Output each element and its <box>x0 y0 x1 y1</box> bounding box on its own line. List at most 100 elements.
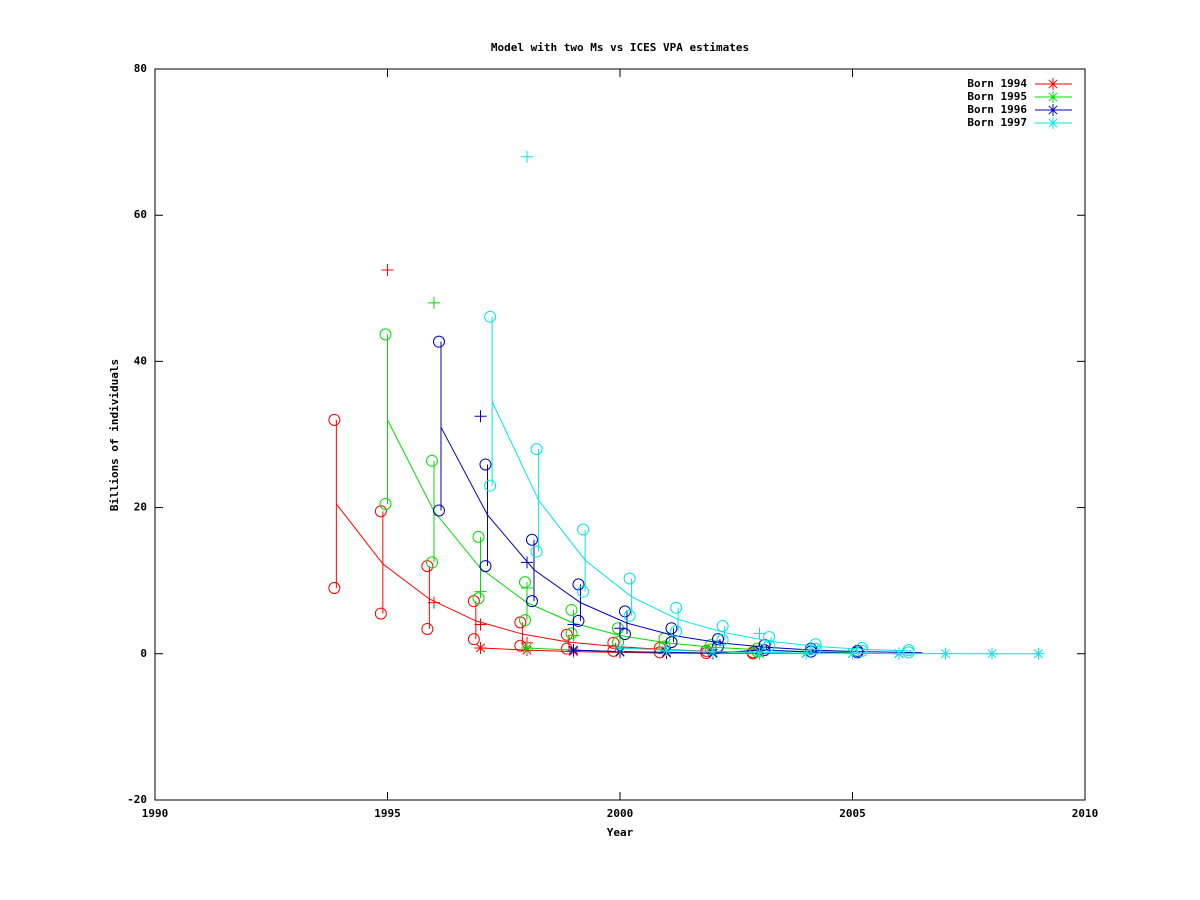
range-low <box>421 622 434 635</box>
range-low <box>514 639 527 652</box>
range-high <box>426 454 438 467</box>
range-low <box>572 614 585 627</box>
vpa-marker <box>521 150 533 163</box>
point-marker <box>846 647 859 660</box>
range-low <box>519 614 531 627</box>
vpa-marker <box>428 296 440 309</box>
point-marker <box>474 641 487 654</box>
point-marker <box>893 647 905 660</box>
range-high <box>623 572 636 585</box>
vpa-marker <box>521 556 533 569</box>
range-low <box>716 633 729 646</box>
point-marker <box>521 641 533 654</box>
legend-marker <box>1047 117 1059 129</box>
y-axis-label: Billions of individuals <box>108 359 121 511</box>
model-line <box>491 401 911 652</box>
range-high <box>607 636 620 649</box>
range-low <box>379 497 392 510</box>
range-low <box>484 479 497 492</box>
range-low <box>618 628 631 641</box>
plot-frame <box>154 68 1086 801</box>
x-tick-label: 2010 <box>1072 807 1099 820</box>
vpa-marker <box>381 264 394 277</box>
range-low <box>525 595 538 608</box>
vpa-marker <box>521 582 533 595</box>
range-low <box>577 585 590 598</box>
range-low <box>426 556 438 569</box>
point-marker <box>986 647 998 660</box>
y-tick-label: -20 <box>127 793 147 806</box>
range-high <box>716 620 729 633</box>
range-high <box>577 523 590 536</box>
range-high <box>530 443 543 456</box>
range-low <box>328 582 341 595</box>
range-low <box>565 627 578 640</box>
range-high <box>479 458 492 471</box>
range-high <box>809 638 822 651</box>
range-low <box>856 644 869 657</box>
legend-marker <box>1047 104 1059 116</box>
x-tick-label: 1990 <box>142 807 169 820</box>
range-high <box>432 335 445 348</box>
model-line <box>440 426 923 654</box>
vpa-marker <box>428 596 440 609</box>
legend-label: Born 1994 <box>967 77 1027 90</box>
x-tick-label: 2005 <box>839 807 866 820</box>
vpa-marker <box>474 585 487 598</box>
points-line <box>619 647 1039 655</box>
vpa-marker <box>474 410 487 423</box>
y-tick-label: 20 <box>134 501 147 514</box>
model-line <box>335 503 802 654</box>
range-high <box>328 413 341 426</box>
chart-title: Model with two Ms vs ICES VPA estimates <box>491 41 749 54</box>
legend-label: Born 1997 <box>967 116 1027 129</box>
x-axis-label: Year <box>607 826 634 839</box>
range-low <box>763 639 776 652</box>
range-high <box>472 530 485 543</box>
point-marker <box>567 644 580 657</box>
range-high <box>618 605 631 618</box>
range-low <box>530 545 543 558</box>
vpa-marker <box>753 627 766 640</box>
range-high <box>763 630 776 643</box>
point-marker <box>614 641 626 654</box>
range-high <box>560 628 573 641</box>
range-low <box>670 625 683 638</box>
range-high <box>525 533 538 546</box>
legend-label: Born 1995 <box>967 90 1027 103</box>
point-marker <box>800 647 812 660</box>
point-marker <box>753 646 766 659</box>
vpa-marker <box>614 622 626 635</box>
range-low <box>809 642 822 655</box>
range-high <box>421 560 434 573</box>
y-tick-label: 40 <box>134 354 147 367</box>
vpa-marker <box>567 618 580 631</box>
range-high <box>804 642 817 655</box>
legend-marker <box>1047 78 1059 90</box>
range-low <box>623 609 636 622</box>
x-tick-label: 2000 <box>607 807 634 820</box>
y-tick-label: 0 <box>140 647 147 660</box>
point-marker <box>660 644 673 657</box>
range-low <box>902 646 915 659</box>
range-high <box>711 633 724 646</box>
range-low <box>432 504 445 517</box>
range-low <box>665 636 678 649</box>
range-high <box>379 328 392 341</box>
range-high <box>670 601 683 614</box>
point-marker <box>939 647 952 660</box>
y-tick-label: 80 <box>134 62 147 75</box>
y-tick-label: 60 <box>134 208 147 221</box>
range-high <box>519 576 531 589</box>
x-tick-label: 1995 <box>374 807 401 820</box>
vpa-marker <box>567 629 580 642</box>
model-line <box>387 419 853 653</box>
legend-label: Born 1996 <box>967 103 1027 116</box>
range-low <box>479 560 492 573</box>
legend-marker <box>1047 91 1059 103</box>
range-high <box>565 603 578 616</box>
vpa-marker <box>474 618 487 631</box>
range-low <box>472 592 485 605</box>
